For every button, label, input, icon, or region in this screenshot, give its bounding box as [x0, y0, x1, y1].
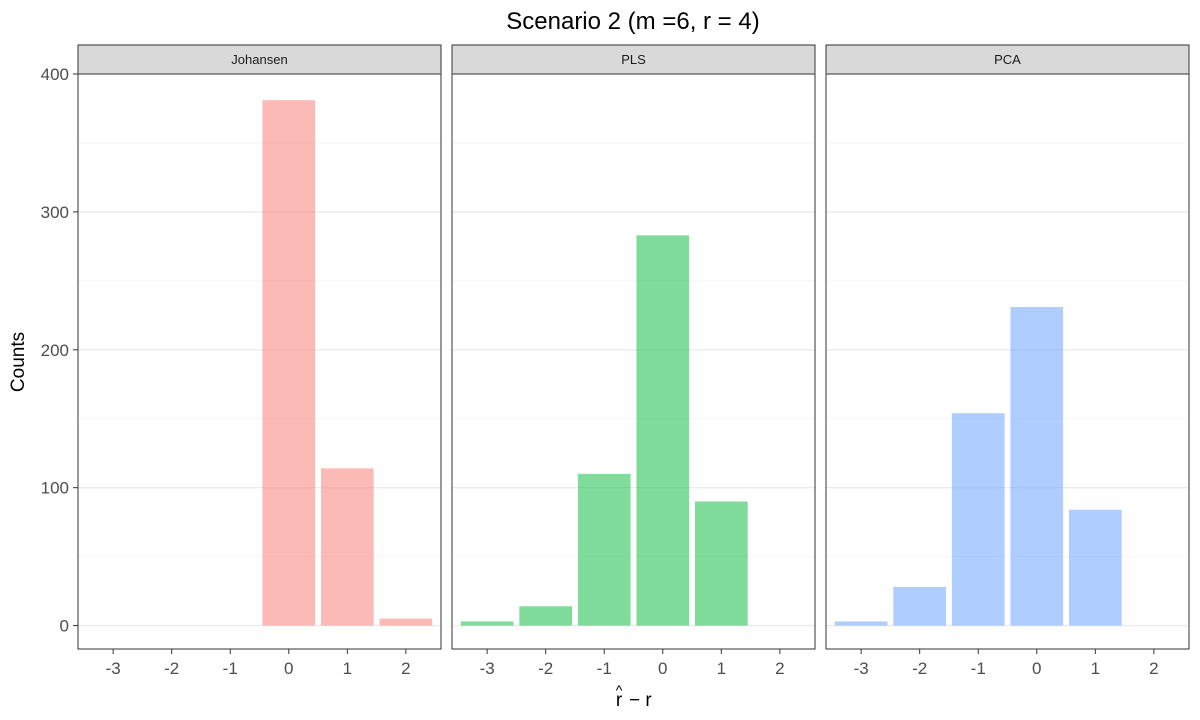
x-tick-label: -1: [971, 659, 986, 678]
y-tick-label: 300: [41, 203, 69, 222]
x-tick-label: 2: [401, 659, 410, 678]
bar-johansen-1: [320, 468, 374, 626]
panel-border: [451, 73, 816, 650]
x-tick-label: -3: [480, 659, 495, 678]
facet-panel-johansen: Johansen -3 -2 -1 0 1 2: [77, 44, 442, 678]
bar-pls--3: [460, 621, 514, 626]
bar-johansen-0: [262, 100, 316, 626]
x-tick-label: -2: [912, 659, 927, 678]
x-tick-label: 2: [1149, 659, 1158, 678]
x-tick-label: 1: [1091, 659, 1100, 678]
x-tick-label: 0: [658, 659, 667, 678]
bar-pca--3: [834, 621, 888, 626]
x-tick-label: -1: [223, 659, 238, 678]
y-axis-title: Counts: [8, 332, 29, 392]
panel-background: [452, 74, 815, 649]
x-tick-label: 0: [1032, 659, 1041, 678]
bar-pls-1: [694, 501, 748, 626]
x-tick-label: 2: [775, 659, 784, 678]
x-axis-title-r: r: [616, 690, 623, 711]
panel-border: [825, 73, 1190, 650]
y-tick-label: 100: [41, 479, 69, 498]
x-tick-label: -3: [106, 659, 121, 678]
y-axis: 0 100 200 300 400: [41, 65, 78, 636]
x-axis-title: ^ r − r: [616, 682, 653, 711]
facet-strip-label: PLS: [621, 52, 646, 67]
x-axis-title-minus-r: − r: [629, 690, 652, 711]
bar-pls-0: [636, 235, 690, 626]
x-tick-label: 1: [717, 659, 726, 678]
facet-strip: [825, 44, 1190, 75]
y-tick-label: 0: [60, 617, 69, 636]
facet-strip: [77, 44, 442, 75]
facet-panels: Johansen -3 -2 -1 0 1 2 PLS -3 -2 -1 0 1 2 PCA -3 -2 -1 0 1…: [77, 44, 1190, 678]
facet-panel-pca: PCA -3 -2 -1 0 1 2: [825, 44, 1190, 678]
x-axis-title-hat: ^: [616, 682, 623, 698]
facet-panel-pls: PLS -3 -2 -1 0 1 2: [451, 44, 816, 678]
bar-pls--2: [519, 606, 573, 626]
x-tick-label: -2: [164, 659, 179, 678]
panel-background: [78, 74, 441, 649]
chart-title: Scenario 2 (m =6, r = 4): [506, 8, 759, 35]
panel-background: [826, 74, 1189, 649]
x-tick-label: -1: [597, 659, 612, 678]
facet-strip-label: PCA: [994, 52, 1021, 67]
panel-border: [77, 73, 442, 650]
bar-pca-0: [1010, 307, 1064, 626]
bar-johansen-2: [379, 618, 433, 626]
bar-pca--2: [893, 586, 947, 626]
x-tick-label: -2: [538, 659, 553, 678]
x-tick-label: 1: [343, 659, 352, 678]
x-tick-label: 0: [284, 659, 293, 678]
bar-pls--1: [577, 473, 631, 626]
y-tick-label: 400: [41, 65, 69, 84]
bar-pca-1: [1068, 509, 1122, 626]
facet-strip-label: Johansen: [231, 52, 287, 67]
bar-pca--1: [951, 413, 1005, 626]
x-tick-label: -3: [854, 659, 869, 678]
y-tick-label: 200: [41, 341, 69, 360]
